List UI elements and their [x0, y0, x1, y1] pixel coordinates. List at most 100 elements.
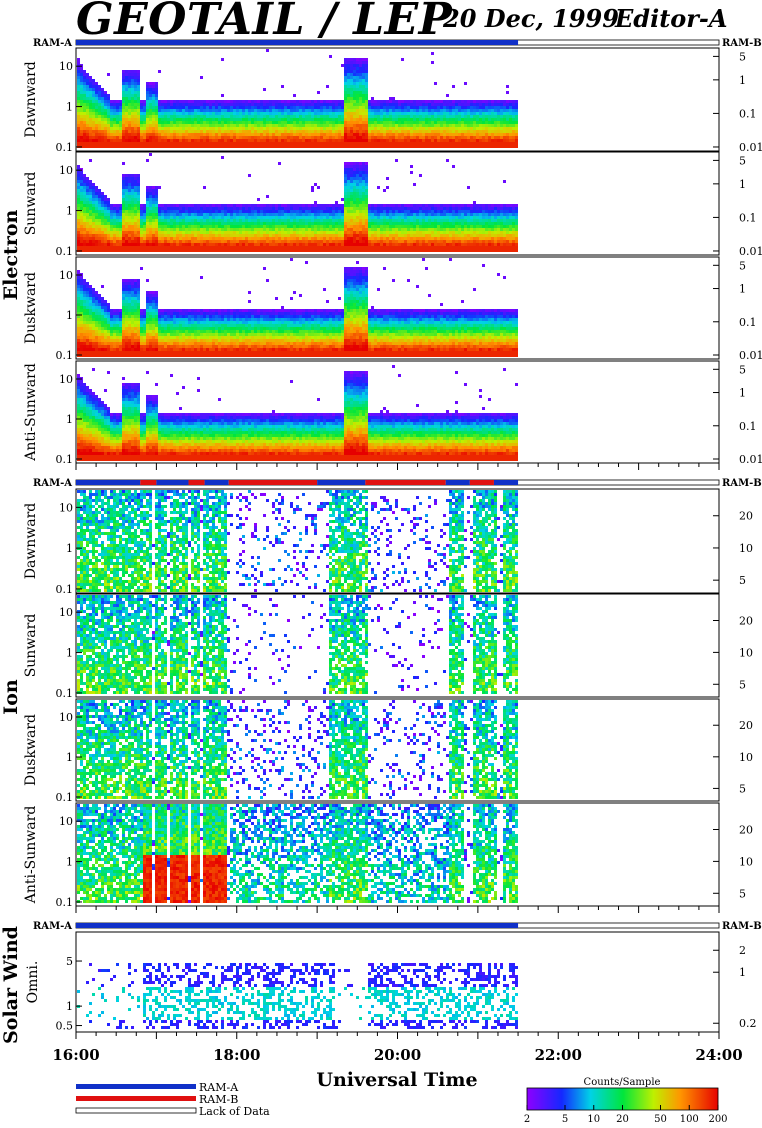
spectrogram-cell [137, 106, 140, 109]
spectrogram-cell [101, 139, 104, 142]
spectrogram-cell [344, 106, 347, 109]
spectrogram-cell [314, 145, 317, 148]
spectrogram-cell [83, 76, 86, 79]
spectrogram-cell [89, 207, 92, 210]
spectrogram-cell [299, 115, 302, 118]
spectrogram-cell [413, 115, 416, 118]
spectrogram-cell [284, 240, 287, 243]
spectrogram-cell [434, 234, 437, 237]
spectrogram-cell [152, 192, 155, 195]
spectrogram-cell [83, 249, 86, 252]
spectrogram-cell [194, 219, 197, 222]
spectrogram-cell [155, 198, 158, 201]
spectrogram-cell [116, 225, 119, 228]
spectrogram-cell [188, 127, 191, 130]
spectrogram-cell [365, 228, 368, 231]
spectrogram-cell [437, 213, 440, 216]
spectrogram-cell [377, 109, 380, 112]
spectrogram-cell [317, 121, 320, 124]
spectrogram-cell [320, 142, 323, 145]
spectrogram-cell [464, 106, 467, 109]
spectrogram-cell [359, 240, 362, 243]
spectrogram-cell [401, 145, 404, 148]
spectrogram-cell [266, 145, 269, 148]
spectrogram-cell [365, 225, 368, 228]
spectrogram-cell [95, 136, 98, 139]
spectrogram-cell [344, 130, 347, 133]
spectrogram-cell [173, 106, 176, 109]
spectrogram-cell [239, 121, 242, 124]
spectrogram-cell [410, 249, 413, 252]
spectrogram-cell [437, 237, 440, 240]
spectrogram-cell [284, 207, 287, 210]
spectrogram-cell [134, 100, 137, 103]
spectrogram-cell [77, 64, 80, 67]
spectrogram-cell [86, 183, 89, 186]
spectrogram-cell [401, 231, 404, 234]
spectrogram-cell [371, 130, 374, 133]
spectrogram-cell [134, 180, 137, 183]
spectrogram-cell [356, 100, 359, 103]
spectrogram-cell [110, 118, 113, 121]
spectrogram-cell [305, 210, 308, 213]
spectrogram-cell [101, 112, 104, 115]
spectrogram-cell [83, 88, 86, 91]
spectrogram-cell [188, 103, 191, 106]
spectrogram-cell [314, 210, 317, 213]
spectrogram-cell [221, 136, 224, 139]
spectrogram-cell [146, 210, 149, 213]
spectrogram-cell [116, 142, 119, 145]
spectrogram-cell [296, 127, 299, 130]
spectrogram-cell [425, 130, 428, 133]
spectrogram-cell [212, 133, 215, 136]
spectrogram-cell [278, 228, 281, 231]
spectrogram-cell [89, 183, 92, 186]
spectrogram-cell [146, 91, 149, 94]
spectrogram-cell [212, 240, 215, 243]
spectrogram-cell [119, 121, 122, 124]
spectrogram-cell [353, 115, 356, 118]
spectrogram-cell [194, 246, 197, 249]
spectrogram-cell [200, 145, 203, 148]
spectrogram-cell [209, 127, 212, 130]
spectrogram-cell [116, 127, 119, 130]
spectrogram-cell [182, 210, 185, 213]
spectrogram-cell [272, 222, 275, 225]
spectrogram-cell [398, 124, 401, 127]
spectrogram-cell [341, 106, 344, 109]
spectrogram-cell [203, 240, 206, 243]
spectrogram-cell [89, 79, 92, 82]
spectrogram-cell [116, 136, 119, 139]
spectrogram-cell [455, 121, 458, 124]
spectrogram-cell [419, 118, 422, 121]
spectrogram-cell [86, 210, 89, 213]
spectrogram-cell [272, 207, 275, 210]
spectrogram-cell [359, 225, 362, 228]
spectrogram-cell [191, 216, 194, 219]
spectrogram-cell [341, 249, 344, 252]
spectrogram-cell [200, 121, 203, 124]
spectrogram-cell [383, 219, 386, 222]
spectrogram-cell [254, 103, 257, 106]
spectrogram-cell [317, 243, 320, 246]
spectrogram-cell [383, 145, 386, 148]
spectrogram-cell [323, 112, 326, 115]
spectrogram-cell [164, 210, 167, 213]
spectrogram-cell [254, 109, 257, 112]
spectrogram-cell [215, 237, 218, 240]
spectrogram-cell [395, 228, 398, 231]
spectrogram-cell [89, 142, 92, 145]
spectrogram-cell [128, 124, 131, 127]
spectrogram-cell [323, 109, 326, 112]
spectrogram-cell [500, 118, 503, 121]
spectrogram-cell [299, 240, 302, 243]
spectrogram-cell [131, 192, 134, 195]
spectrogram-cell [134, 118, 137, 121]
spectrogram-cell [362, 82, 365, 85]
spectrogram-cell [350, 97, 353, 100]
spectrogram-cell [188, 231, 191, 234]
spectrogram-cell [227, 207, 230, 210]
spectrogram-cell [440, 121, 443, 124]
spectrogram-cell [443, 210, 446, 213]
spectrogram-cell [383, 231, 386, 234]
